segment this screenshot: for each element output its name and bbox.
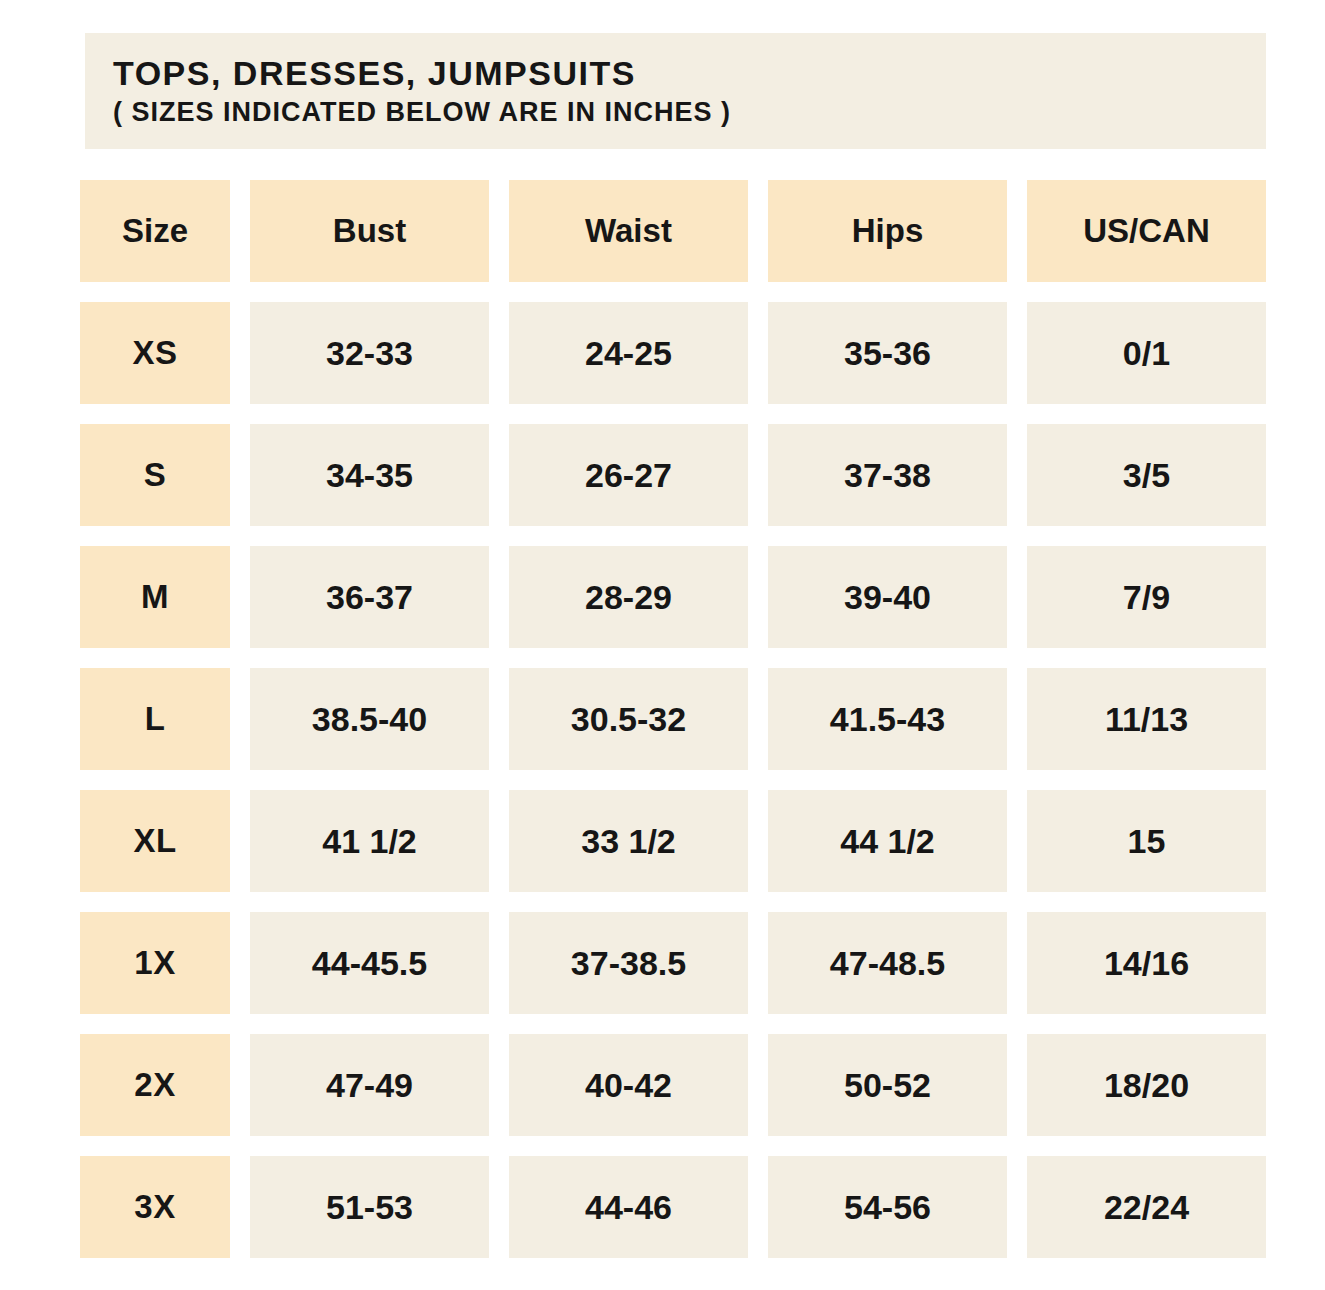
title-block: TOPS, DRESSES, JUMPSUITS ( SIZES INDICAT… bbox=[85, 33, 1266, 149]
row-label-m: M bbox=[80, 546, 230, 648]
column-header-size: Size bbox=[80, 180, 230, 282]
page-subtitle: ( SIZES INDICATED BELOW ARE IN INCHES ) bbox=[113, 98, 1266, 126]
table-cell: 40-42 bbox=[509, 1034, 748, 1136]
column-header-bust: Bust bbox=[250, 180, 489, 282]
table-cell: 3/5 bbox=[1027, 424, 1266, 526]
row-label-s: S bbox=[80, 424, 230, 526]
row-label-2x: 2X bbox=[80, 1034, 230, 1136]
row-label-l: L bbox=[80, 668, 230, 770]
size-table: Size Bust Waist Hips US/CAN XS 32-33 24-… bbox=[80, 180, 1266, 1258]
table-cell: 14/16 bbox=[1027, 912, 1266, 1014]
table-cell: 47-49 bbox=[250, 1034, 489, 1136]
row-label-1x: 1X bbox=[80, 912, 230, 1014]
table-cell: 37-38 bbox=[768, 424, 1007, 526]
table-cell: 44-46 bbox=[509, 1156, 748, 1258]
column-header-waist: Waist bbox=[509, 180, 748, 282]
table-cell: 0/1 bbox=[1027, 302, 1266, 404]
table-cell: 51-53 bbox=[250, 1156, 489, 1258]
table-cell: 22/24 bbox=[1027, 1156, 1266, 1258]
table-cell: 33 1/2 bbox=[509, 790, 748, 892]
column-header-uscan: US/CAN bbox=[1027, 180, 1266, 282]
table-cell: 11/13 bbox=[1027, 668, 1266, 770]
table-cell: 47-48.5 bbox=[768, 912, 1007, 1014]
table-cell: 24-25 bbox=[509, 302, 748, 404]
row-label-3x: 3X bbox=[80, 1156, 230, 1258]
table-cell: 34-35 bbox=[250, 424, 489, 526]
row-label-xs: XS bbox=[80, 302, 230, 404]
page-title: TOPS, DRESSES, JUMPSUITS bbox=[113, 56, 1266, 92]
table-cell: 44 1/2 bbox=[768, 790, 1007, 892]
table-cell: 41.5-43 bbox=[768, 668, 1007, 770]
table-cell: 30.5-32 bbox=[509, 668, 748, 770]
table-cell: 7/9 bbox=[1027, 546, 1266, 648]
table-cell: 38.5-40 bbox=[250, 668, 489, 770]
table-cell: 18/20 bbox=[1027, 1034, 1266, 1136]
table-cell: 35-36 bbox=[768, 302, 1007, 404]
table-cell: 32-33 bbox=[250, 302, 489, 404]
table-cell: 26-27 bbox=[509, 424, 748, 526]
table-cell: 54-56 bbox=[768, 1156, 1007, 1258]
size-chart-page: TOPS, DRESSES, JUMPSUITS ( SIZES INDICAT… bbox=[0, 0, 1325, 1290]
table-cell: 36-37 bbox=[250, 546, 489, 648]
table-cell: 50-52 bbox=[768, 1034, 1007, 1136]
table-cell: 39-40 bbox=[768, 546, 1007, 648]
row-label-xl: XL bbox=[80, 790, 230, 892]
table-cell: 41 1/2 bbox=[250, 790, 489, 892]
table-cell: 37-38.5 bbox=[509, 912, 748, 1014]
column-header-hips: Hips bbox=[768, 180, 1007, 282]
table-cell: 44-45.5 bbox=[250, 912, 489, 1014]
table-cell: 15 bbox=[1027, 790, 1266, 892]
table-cell: 28-29 bbox=[509, 546, 748, 648]
